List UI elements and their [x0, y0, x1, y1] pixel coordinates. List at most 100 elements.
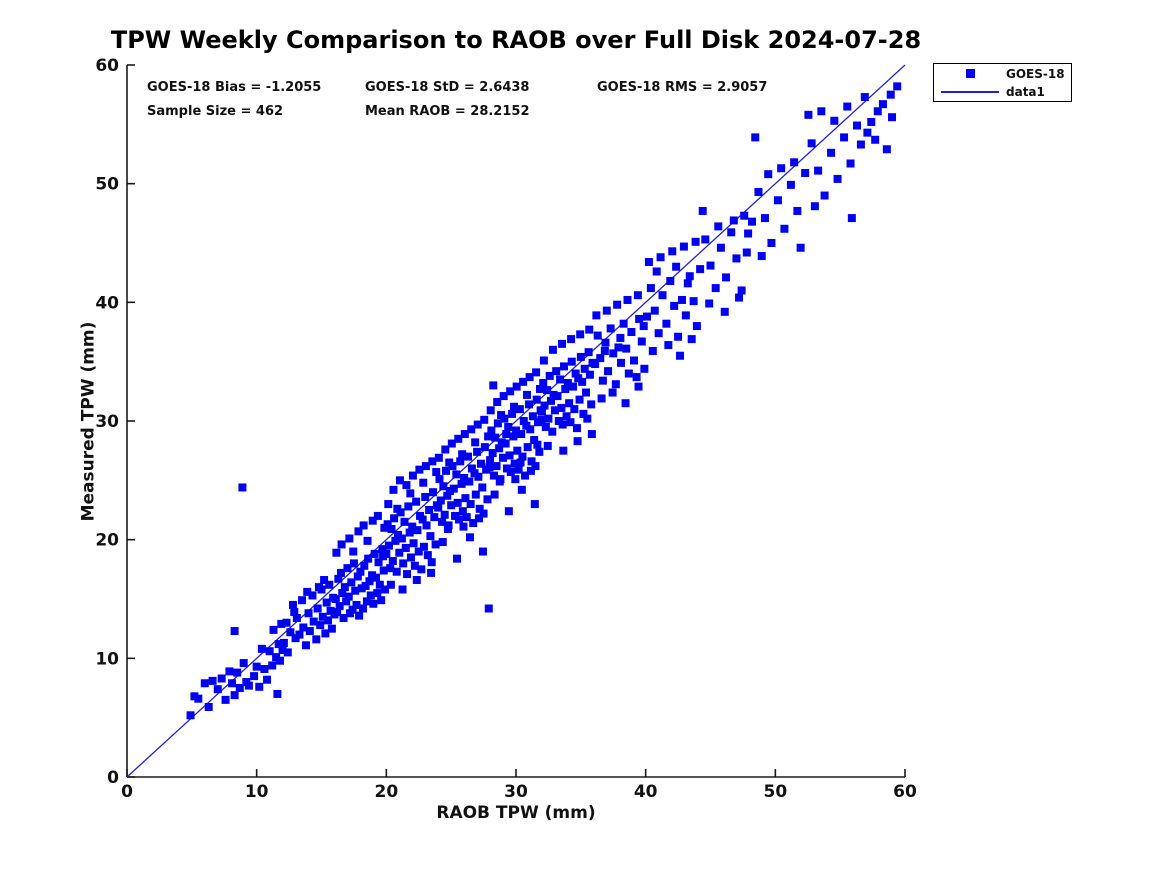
scatter-point	[706, 261, 715, 270]
scatter-point	[460, 473, 469, 482]
scatter-point	[331, 595, 340, 603]
scatter-point	[486, 406, 495, 415]
scatter-point	[467, 464, 476, 473]
scatter-point	[464, 452, 473, 461]
scatter-point	[390, 514, 399, 523]
scatter-point	[441, 466, 450, 475]
scatter-point	[619, 319, 628, 328]
scatter-point	[632, 373, 641, 382]
scatter-point	[512, 382, 521, 391]
scatter-point	[371, 573, 380, 582]
scatter-point	[269, 625, 278, 634]
scatter-point	[863, 128, 872, 137]
scatter-point	[431, 540, 440, 549]
scatter-point	[406, 553, 415, 562]
scatter-point	[440, 510, 449, 519]
scatter-point	[355, 611, 364, 620]
scatter-point	[379, 566, 388, 575]
scatter-point	[399, 559, 408, 568]
scatter-point	[773, 196, 782, 205]
scatter-point	[604, 367, 613, 376]
scatter-point	[720, 307, 729, 316]
scatter-point	[305, 627, 314, 636]
scatter-point	[711, 284, 720, 293]
scatter-point	[335, 602, 344, 611]
scatter-point	[856, 140, 865, 149]
y-tick-label: 10	[95, 649, 119, 669]
scatter-point	[478, 547, 487, 556]
scatter-point	[502, 430, 511, 439]
scatter-point	[400, 517, 409, 526]
scatter-point	[486, 456, 495, 465]
scatter-point	[316, 621, 325, 630]
scatter-point	[629, 356, 638, 365]
x-axis-label: RAOB TPW (mm)	[436, 803, 596, 823]
scatter-point	[292, 613, 301, 622]
scatter-point	[235, 684, 244, 692]
scatter-point	[347, 578, 356, 587]
scatter-point	[587, 400, 596, 409]
scatter-point	[598, 376, 607, 385]
scatter-point	[567, 335, 576, 344]
scatter-point	[893, 82, 902, 91]
y-axis-label: Measured TPW (mm)	[78, 321, 99, 522]
scatter-point	[480, 443, 489, 452]
scatter-point	[582, 388, 591, 397]
scatter-point	[656, 253, 665, 262]
scatter-point	[569, 382, 578, 391]
scatter-point	[283, 648, 292, 657]
scatter-point	[807, 139, 816, 148]
scatter-point	[570, 405, 579, 414]
scatter-point	[562, 412, 571, 421]
scatter-point	[204, 702, 213, 711]
scatter-point	[314, 583, 323, 592]
scatter-point	[338, 589, 347, 598]
scatter-point	[348, 605, 357, 614]
scatter-point	[871, 135, 880, 144]
x-tick-label: 30	[504, 782, 528, 802]
scatter-point	[467, 425, 476, 434]
scatter-point	[735, 293, 744, 302]
x-tick-label: 60	[893, 782, 917, 802]
scatter-point	[309, 617, 318, 626]
scatter-point	[378, 545, 387, 554]
scatter-point	[408, 471, 417, 480]
scatter-point	[221, 695, 230, 704]
legend-label-data1: data1	[1006, 84, 1045, 99]
scatter-point	[600, 346, 609, 355]
scatter-point	[443, 491, 452, 500]
scatter-point	[757, 252, 766, 261]
scatter-point	[640, 364, 649, 373]
scatter-point	[777, 164, 786, 173]
scatter-point	[490, 490, 499, 499]
scatter-point	[505, 451, 514, 460]
scatter-point	[514, 465, 523, 474]
scatter-point	[439, 482, 448, 491]
scatter-point	[543, 386, 552, 395]
scatter-point	[473, 447, 482, 456]
scatter-point	[616, 333, 625, 342]
scatter-point	[622, 344, 631, 353]
scatter-point	[814, 166, 823, 175]
scatter-point	[186, 711, 195, 720]
scatter-point	[537, 415, 546, 424]
x-tick-label: 0	[121, 782, 133, 802]
scatter-point	[298, 596, 307, 605]
scatter-point	[479, 509, 488, 518]
scatter-point	[273, 689, 282, 698]
scatter-point	[418, 515, 427, 524]
scatter-point	[552, 367, 561, 376]
scatter-point	[402, 481, 411, 490]
scatter-point	[313, 604, 322, 613]
scatter-point	[255, 682, 264, 691]
scatter-point	[650, 306, 659, 315]
scatter-point	[853, 121, 862, 130]
scatter-point	[363, 536, 372, 545]
scatter-point	[422, 521, 431, 530]
scatter-point	[421, 462, 430, 471]
scatter-point	[571, 369, 580, 378]
scatter-point	[295, 630, 304, 639]
scatter-point	[303, 587, 312, 596]
scatter-point	[654, 329, 663, 338]
